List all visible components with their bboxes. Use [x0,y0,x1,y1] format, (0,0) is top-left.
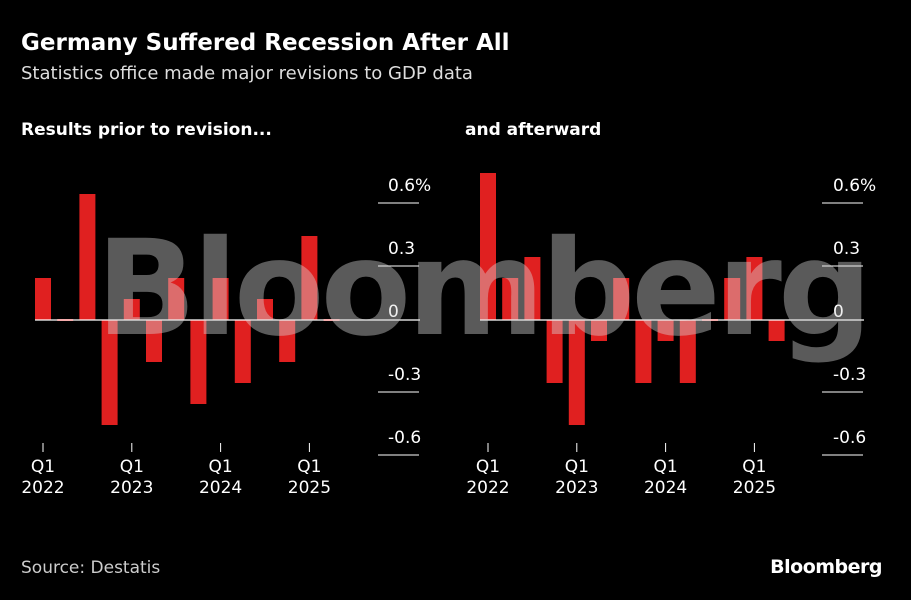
y-tick-label: 0 [388,302,399,322]
bloomberg-logo: Bloomberg [770,556,882,578]
y-tick-label: 0.6% [388,176,431,196]
y-tick-label: -0.3 [833,365,866,385]
x-tick-year-label: 2024 [199,478,242,498]
bar-q1-2024 [657,320,674,341]
y-tick-label: -0.3 [388,365,421,385]
bar-q4-2022 [546,320,563,383]
chart-subtitle: Statistics office made major revisions t… [21,63,473,84]
x-tick-year-label: 2025 [733,478,776,498]
x-tick-quarter-label: Q1 [565,457,589,477]
bar-q1-2023 [568,320,585,425]
bar-q3-2023 [613,278,630,320]
source-note: Source: Destatis [21,558,161,578]
bar-q2-2024 [679,320,696,383]
x-tick-year-label: 2023 [110,478,153,498]
bar-q2-2023 [146,320,162,362]
panel-title-after-revision: and afterward [465,120,602,140]
x-tick-quarter-label: Q1 [297,457,321,477]
y-tick-label: 0.3 [388,239,415,259]
bar-q1-2025 [746,257,763,320]
x-tick-quarter-label: Q1 [653,457,677,477]
y-tick-label: 0 [833,302,844,322]
bar-q1-2022 [480,173,496,320]
bar-q3-2022 [524,257,541,320]
x-tick-year-label: 2022 [466,478,509,498]
x-tick-quarter-label: Q1 [31,457,55,477]
x-tick-quarter-label: Q1 [476,457,500,477]
panel-title-before-revision: Results prior to revision... [21,120,272,140]
y-tick-label: -0.6 [388,428,421,448]
bar-q2-2024 [234,320,251,383]
chart-title: Germany Suffered Recession After All [21,30,510,56]
bar-q4-2023 [190,320,207,404]
bar-q4-2023 [635,320,652,383]
bar-q1-2024 [212,278,229,320]
bar-q1-2025 [301,236,318,320]
bar-q4-2022 [101,320,118,425]
bar-q3-2023 [168,278,185,320]
x-tick-year-label: 2022 [21,478,64,498]
x-tick-year-label: 2025 [288,478,331,498]
x-tick-year-label: 2023 [555,478,598,498]
x-tick-quarter-label: Q1 [742,457,766,477]
bar-q2-2022 [502,278,519,320]
y-tick-label: 0.3 [833,239,860,259]
bar-q1-2022 [35,278,51,320]
bar-q2-2023 [591,320,607,341]
x-tick-quarter-label: Q1 [120,457,144,477]
y-tick-label: -0.6 [833,428,866,448]
y-tick-label: 0.6% [833,176,876,196]
bar-q3-2022 [79,194,96,320]
bar-q3-2024 [257,299,273,320]
x-tick-quarter-label: Q1 [208,457,232,477]
bar-q1-2023 [123,299,140,320]
bar-q4-2024 [724,278,741,320]
x-tick-year-label: 2024 [644,478,687,498]
bar-q4-2024 [279,320,296,362]
bar-q2-2025 [768,320,785,341]
